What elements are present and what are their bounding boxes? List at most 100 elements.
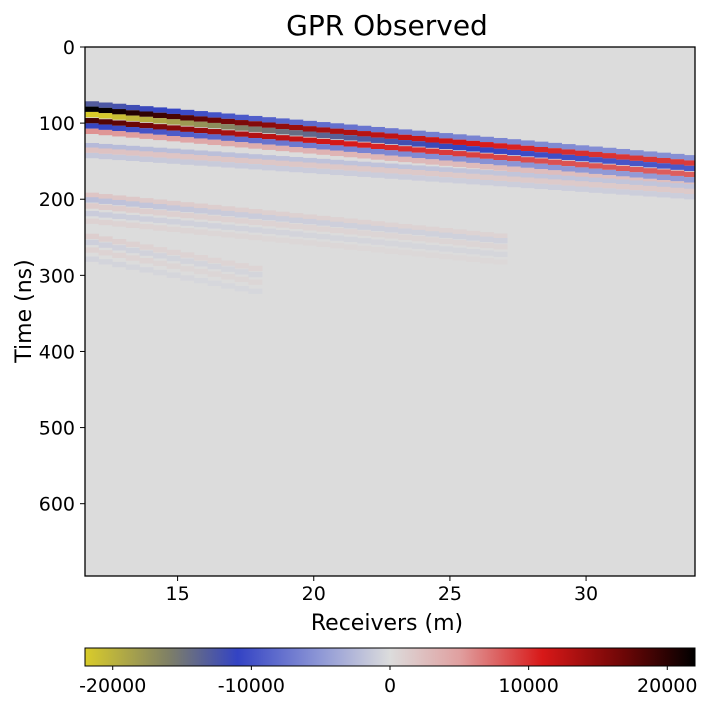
trace-cell — [656, 152, 671, 158]
trace-cell — [98, 124, 113, 130]
trace-cell — [85, 247, 100, 253]
trace-cell — [643, 156, 658, 163]
trace-cell — [180, 126, 195, 132]
trace-cell — [370, 149, 385, 155]
trace-cell — [125, 121, 140, 128]
trace-cell — [398, 169, 413, 175]
trace-cell — [207, 209, 222, 215]
trace-cell — [98, 250, 113, 256]
trace-cell — [588, 146, 603, 152]
trace-cell — [520, 162, 535, 168]
trace-cell — [275, 129, 290, 135]
trace-cell — [234, 285, 249, 292]
trace-cell — [125, 132, 140, 138]
trace-cell — [166, 219, 181, 225]
trace-cell — [561, 185, 576, 191]
trace-cell — [534, 178, 549, 184]
trace-cell — [411, 135, 426, 142]
trace-cell — [330, 243, 345, 249]
trace-cell — [289, 147, 304, 153]
trace-cell — [98, 242, 113, 248]
trace-cell — [153, 253, 168, 259]
trace-cell — [166, 249, 181, 256]
trace-cell — [234, 136, 249, 143]
x-tick-label: 20 — [302, 583, 326, 605]
trace-cell — [302, 131, 317, 137]
trace-cell — [275, 140, 290, 146]
trace-cell — [670, 187, 685, 194]
trace-cell — [221, 224, 236, 230]
trace-cell — [330, 169, 345, 176]
trace-cell — [153, 225, 168, 231]
trace-cell — [425, 231, 440, 237]
trace-cell — [343, 135, 358, 141]
trace-cell — [425, 176, 440, 182]
trace-cell — [112, 252, 127, 259]
trace-cell — [602, 147, 617, 154]
trace-cell — [207, 122, 222, 129]
trace-cell — [520, 145, 535, 152]
trace-cell — [452, 168, 467, 174]
trace-cell — [656, 182, 671, 188]
trace-cell — [479, 179, 494, 186]
trace-cell — [643, 162, 658, 168]
trace-cell — [493, 180, 508, 187]
trace-cell — [466, 256, 481, 262]
trace-cell — [85, 152, 100, 159]
trace-cell — [493, 259, 508, 265]
trace-cell — [616, 179, 631, 185]
trace-cell — [343, 170, 358, 176]
trace-cell — [316, 241, 331, 247]
trace-cell — [330, 150, 345, 157]
trace-cell — [439, 232, 454, 238]
trace-cell — [289, 124, 304, 131]
trace-cell — [248, 265, 263, 272]
trace-cell — [193, 208, 208, 214]
trace-cell — [85, 142, 100, 149]
trace-cell — [180, 109, 195, 116]
trace-cell — [520, 177, 535, 183]
trace-cell — [193, 121, 208, 128]
trace-cell — [507, 176, 522, 182]
trace-cell — [316, 158, 331, 165]
trace-cell — [221, 135, 236, 141]
trace-cell — [411, 251, 426, 257]
trace-cell — [425, 237, 440, 243]
trace-cell — [357, 136, 372, 142]
trace-cell — [316, 144, 331, 150]
colorbar-tick-label: -10000 — [218, 675, 285, 697]
trace-cell — [221, 266, 236, 272]
trace-cell — [547, 179, 562, 185]
trace-cell — [493, 233, 508, 239]
trace-cell — [452, 144, 467, 151]
trace-cell — [602, 153, 617, 159]
trace-cell — [180, 258, 195, 264]
trace-cell — [357, 131, 372, 137]
trace-cell — [370, 137, 385, 143]
trace-cell — [180, 206, 195, 213]
trace-cell — [85, 111, 100, 118]
trace-cell — [507, 139, 522, 145]
trace-cell — [411, 141, 426, 147]
trace-cell — [684, 160, 696, 166]
trace-cell — [125, 127, 140, 133]
trace-cell — [684, 184, 696, 190]
trace-cell — [616, 176, 631, 182]
trace-cell — [330, 140, 345, 146]
trace-cell — [493, 244, 508, 250]
trace-cell — [234, 157, 249, 164]
trace-cell — [221, 118, 236, 125]
trace-cell — [452, 247, 467, 253]
trace-cell — [398, 134, 413, 141]
trace-cell — [616, 189, 631, 195]
trace-cell — [180, 149, 195, 155]
trace-cell — [466, 173, 481, 180]
trace-cell — [262, 221, 277, 227]
trace-cell — [139, 216, 154, 222]
trace-cell — [452, 229, 467, 235]
trace-cell — [153, 157, 168, 163]
trace-cell — [85, 123, 100, 129]
x-tick-label: 30 — [574, 583, 598, 605]
trace-cell — [493, 154, 508, 161]
trace-cell — [234, 120, 249, 126]
